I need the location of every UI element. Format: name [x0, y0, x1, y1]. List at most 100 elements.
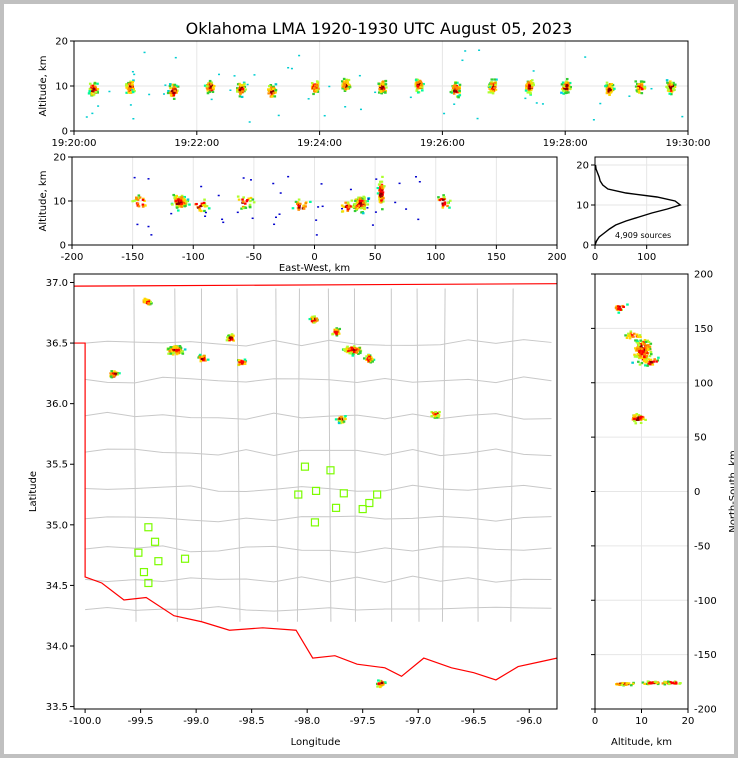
lightning-source [436, 414, 440, 418]
lightning-source [179, 204, 183, 207]
lightning-source [535, 102, 538, 104]
lightning-source [442, 195, 446, 199]
lightning-source [378, 183, 382, 186]
lightning-source [341, 210, 345, 213]
lightning-source [175, 353, 179, 356]
lightning-source [173, 84, 176, 87]
lightning-source [464, 50, 467, 52]
lightning-source [180, 202, 183, 205]
lightning-source [242, 177, 245, 179]
lightning-source [495, 78, 498, 81]
tick-label-y: 0 [694, 487, 700, 498]
lightning-source [414, 85, 418, 88]
lightning-source [176, 203, 180, 207]
lightning-source [567, 91, 570, 94]
lightning-source [449, 90, 453, 94]
lightning-source [357, 352, 360, 355]
lightning-source [633, 417, 636, 421]
lightning-source [203, 198, 206, 201]
lightning-source [341, 80, 344, 83]
lightning-source [202, 201, 206, 205]
lightning-source [438, 198, 442, 202]
lightning-source [170, 350, 174, 353]
lightning-source [350, 199, 354, 202]
lightning-source [381, 175, 384, 179]
lightning-source [310, 82, 314, 85]
lightning-source [647, 362, 651, 365]
lightning-source [353, 203, 356, 206]
lightning-source [642, 359, 646, 363]
lightning-source [622, 684, 625, 687]
lightning-source [132, 79, 135, 82]
lightning-source [346, 209, 350, 212]
lightning-source [242, 200, 245, 203]
figure-frame: Oklahoma LMA 1920-1930 UTC August 05, 20… [4, 4, 734, 754]
lightning-source [201, 204, 205, 207]
lightning-source [378, 194, 382, 197]
lightning-source [416, 78, 420, 81]
lightning-source [313, 315, 316, 318]
lightning-source [179, 197, 183, 200]
lightning-source [204, 215, 207, 217]
lightning-source [345, 346, 349, 349]
lightning-source [366, 207, 369, 209]
lightning-source [681, 115, 684, 118]
lightning-source [169, 87, 172, 90]
lightning-source [377, 682, 381, 685]
lightning-source [314, 90, 318, 93]
lightning-source [634, 422, 638, 425]
lightning-source [361, 197, 365, 200]
lightning-source [384, 91, 387, 94]
lightning-source [432, 413, 436, 416]
lightning-source [346, 87, 350, 90]
lightning-source [181, 350, 184, 353]
lightning-source [352, 345, 356, 348]
lightning-source [489, 82, 493, 85]
lightning-source [644, 418, 647, 422]
lightning-source [169, 352, 173, 355]
lightning-source [172, 94, 176, 97]
lightning-source [647, 358, 651, 361]
lightning-source [248, 203, 252, 206]
lightning-source [409, 96, 412, 99]
tick-label-y: 10 [55, 82, 68, 93]
lightning-source [358, 351, 362, 355]
lightning-source [608, 85, 612, 88]
lightning-source [657, 356, 660, 359]
lightning-source [567, 86, 571, 89]
lightning-source [339, 416, 343, 419]
lightning-source [131, 87, 135, 90]
lightning-source [269, 84, 273, 87]
lightning-source [125, 86, 128, 89]
lightning-source [340, 204, 344, 207]
tick-label-y: 33.5 [46, 702, 68, 713]
lightning-source [376, 186, 380, 190]
plot-plan-view [74, 283, 557, 689]
lightning-source [172, 97, 176, 100]
lightning-source [417, 218, 420, 221]
lightning-source [344, 201, 347, 204]
lightning-source [640, 349, 644, 352]
lightning-source [616, 682, 619, 685]
lightning-source [669, 84, 673, 87]
lightning-source [461, 59, 464, 62]
lightning-source [179, 201, 183, 204]
lightning-source [272, 92, 276, 95]
lightning-source [530, 86, 534, 89]
lightning-source [454, 81, 457, 85]
lightning-source [606, 85, 610, 88]
lightning-source [643, 682, 647, 686]
lightning-source [629, 332, 633, 335]
lightning-source [672, 86, 676, 89]
lightning-source [367, 357, 371, 360]
lightning-source [287, 175, 290, 178]
lightning-source [418, 81, 421, 84]
lightning-source [267, 88, 270, 91]
lightning-source [627, 332, 630, 335]
lightning-source [378, 196, 382, 200]
lightning-source [163, 93, 166, 95]
lightning-source [357, 348, 361, 351]
lightning-source [380, 199, 383, 202]
lightning-source [147, 302, 150, 305]
lightning-source [458, 89, 461, 92]
